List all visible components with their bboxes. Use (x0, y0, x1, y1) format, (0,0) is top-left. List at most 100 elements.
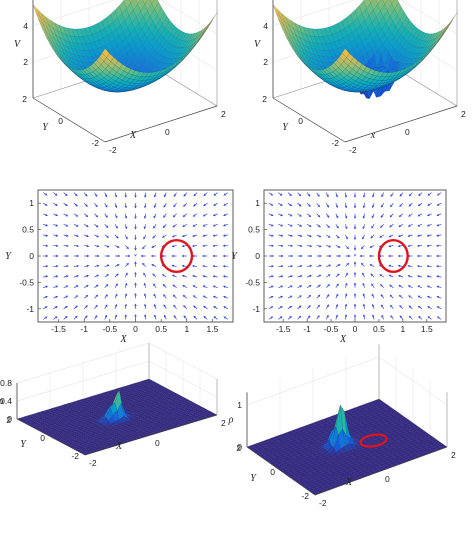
field-arrow (172, 234, 177, 238)
field-arrow (192, 275, 198, 278)
field-arrow (399, 192, 404, 197)
field-arrow-head (335, 314, 338, 318)
field-arrow (335, 294, 339, 299)
x-tick-label: -0.5 (103, 324, 118, 334)
field-arrow (53, 285, 58, 289)
field-arrow (287, 295, 293, 299)
field-arrow-head (202, 234, 206, 237)
field-arrow-head (55, 285, 59, 288)
field-arrow (63, 275, 69, 278)
field-arrow (335, 264, 341, 267)
field-arrow-head (416, 254, 420, 258)
field-arrow (436, 275, 442, 278)
field-arrow-head (192, 214, 196, 217)
field-arrow-head (280, 285, 284, 288)
field-arrow-head (55, 295, 58, 299)
surface-patch (204, 20, 212, 32)
x-tick-label: 0.5 (373, 324, 385, 334)
field-arrow-head (380, 284, 383, 287)
field-arrow-head (427, 316, 431, 319)
field-arrow-head (309, 244, 313, 248)
field-arrow-head (317, 315, 320, 318)
field-arrow-head (398, 234, 401, 238)
field-arrow-head (319, 244, 322, 248)
z-tick-label: 4 (23, 21, 28, 31)
field-arrow-head (308, 214, 312, 217)
field-arrow-head (115, 226, 118, 229)
field-arrow-head (362, 195, 366, 198)
field-arrow-head (104, 194, 108, 198)
field-arrow-head (299, 285, 303, 288)
field-arrow (417, 275, 423, 278)
field-arrow (278, 234, 283, 237)
field-arrow-head (417, 203, 421, 207)
field-arrow (325, 304, 329, 309)
field-arrow (297, 315, 301, 320)
field-arrow (399, 295, 404, 299)
field-arrow (223, 306, 229, 310)
field-arrow-head (192, 295, 196, 298)
field-arrow-head (308, 315, 311, 318)
z-tick-label: 2 (23, 57, 28, 67)
field-arrow-head (75, 204, 78, 207)
field-arrow-head (290, 264, 294, 268)
field-arrow (154, 192, 157, 198)
field-arrow-head (353, 261, 357, 264)
field-arrow (427, 285, 432, 289)
field-arrow (268, 296, 274, 299)
field-arrow-head (182, 214, 186, 217)
field-arrow (203, 213, 208, 217)
field-arrow-head (381, 194, 384, 198)
field-arrow-head (163, 205, 166, 208)
y-tick-label: -2 (331, 138, 339, 148)
field-arrow (380, 213, 385, 218)
field-arrow (43, 234, 48, 237)
field-arrow-head (353, 248, 357, 251)
field-arrow (380, 284, 384, 288)
field-arrow (172, 265, 177, 267)
field-arrow-head (345, 272, 348, 276)
field-arrow (372, 203, 375, 208)
field-arrow-head (124, 314, 127, 317)
field-arrow-head (202, 275, 206, 278)
field-arrow (372, 304, 375, 309)
field-arrow-head (362, 303, 366, 307)
surface-patch (142, 0, 148, 5)
field-arrow-head (381, 205, 384, 208)
field-arrow (278, 213, 283, 217)
field-arrow (436, 213, 442, 216)
field-arrow-head (407, 285, 411, 288)
field-arrow-head (65, 275, 69, 278)
field-arrow (83, 305, 88, 310)
field-arrow (153, 283, 157, 288)
field-arrow-head (65, 295, 69, 298)
field-arrow (362, 283, 365, 288)
field-arrow (104, 224, 109, 228)
field-arrow-head (182, 234, 185, 238)
field-arrow (297, 202, 302, 207)
field-arrow-head (55, 244, 59, 248)
x-tick-label: -2 (109, 145, 117, 155)
field-arrow-head (151, 245, 155, 248)
field-arrow-head (85, 295, 89, 298)
field-arrow-head (389, 225, 392, 228)
field-arrow-head (427, 193, 431, 196)
field-arrow-head (371, 304, 375, 307)
field-arrow-head (397, 264, 401, 268)
field-arrow-head (105, 205, 108, 208)
field-arrow-head (213, 203, 216, 206)
field-arrow-head (271, 275, 274, 278)
field-arrow (297, 295, 302, 299)
field-arrow (114, 192, 117, 198)
field-arrow-head (388, 264, 391, 268)
field-arrow-head (399, 204, 402, 207)
field-arrow (427, 306, 432, 310)
field-arrow-head (95, 194, 98, 197)
field-arrow-head (105, 304, 108, 307)
field-arrow (316, 265, 322, 267)
field-arrow-head (223, 203, 226, 206)
field-arrow (203, 316, 208, 320)
field-arrow (345, 304, 347, 309)
y-axis-label: Y (42, 122, 49, 133)
field-arrow (287, 202, 292, 207)
